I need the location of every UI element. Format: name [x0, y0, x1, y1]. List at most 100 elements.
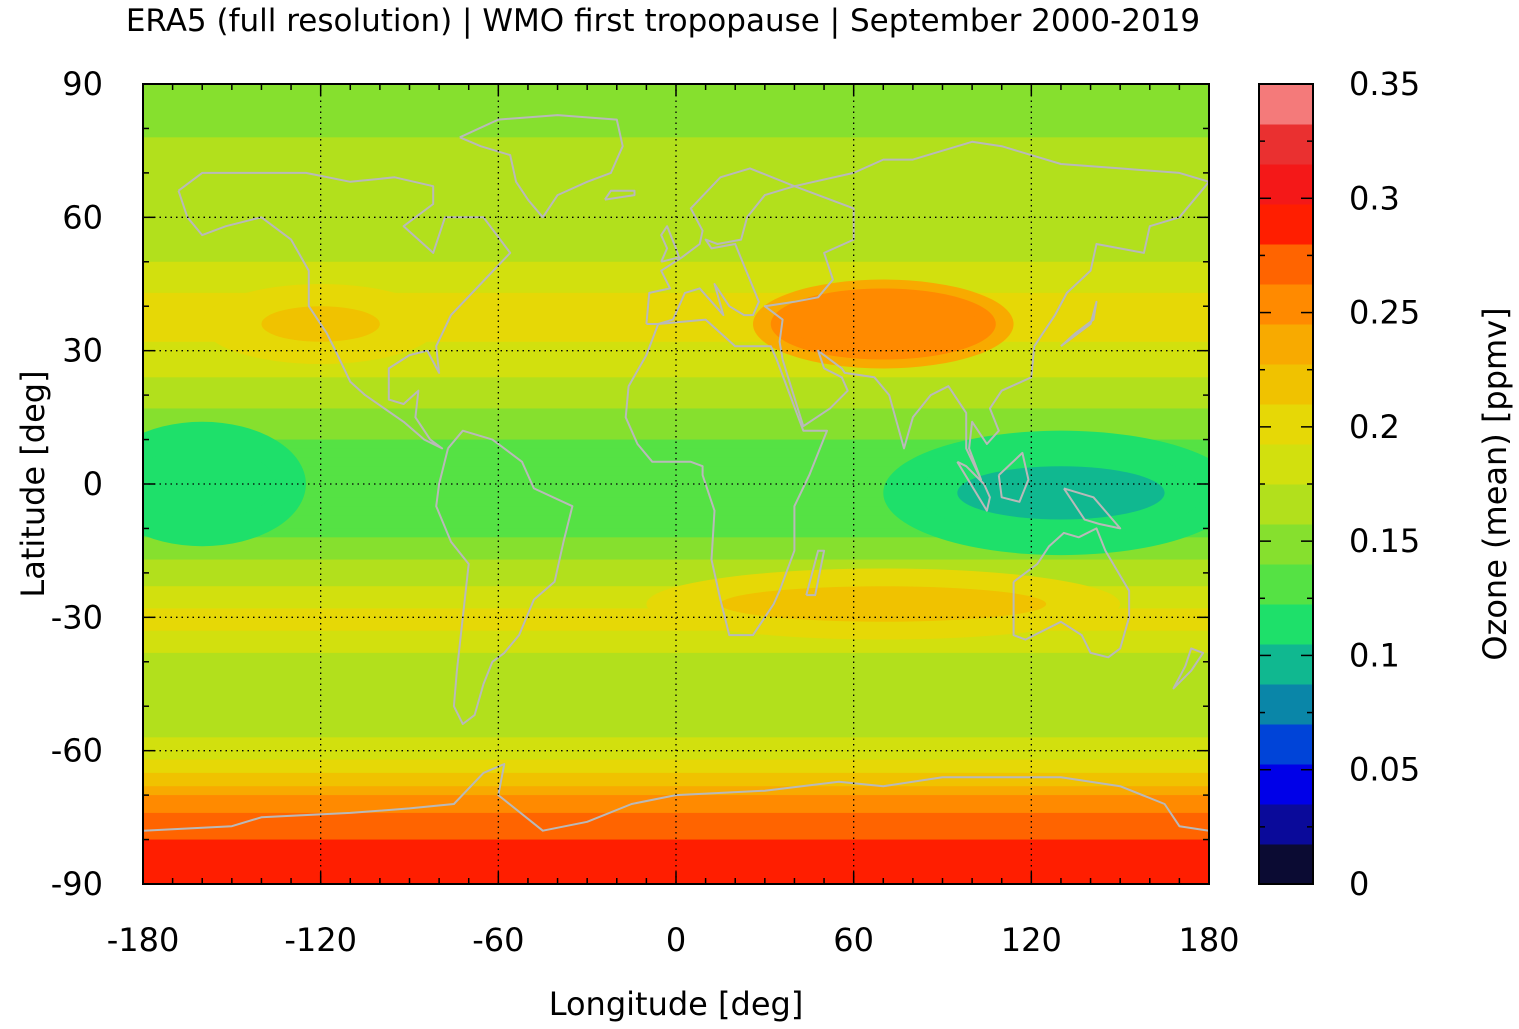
- colorbar-segment: [1259, 204, 1313, 245]
- lat-band: [143, 332, 1209, 338]
- coastline-path: [1063, 487, 1122, 530]
- lat-band: [143, 470, 1209, 476]
- feature-core: [957, 466, 1165, 520]
- y-tick-label: 60: [62, 198, 103, 236]
- coastline-path: [645, 167, 796, 325]
- x-tick-label: -120: [284, 921, 357, 959]
- lat-band: [143, 710, 1209, 716]
- lat-band: [143, 666, 1209, 672]
- lat-band: [143, 728, 1209, 734]
- y-axis-label: Latitude [deg]: [14, 370, 52, 597]
- lat-band: [143, 190, 1209, 196]
- x-axis-label: Longitude [deg]: [549, 985, 804, 1023]
- lat-band: [143, 204, 1209, 210]
- coastline-path: [604, 189, 636, 201]
- lat-band: [143, 172, 1209, 178]
- lat-band: [143, 448, 1209, 454]
- lat-band: [143, 168, 1209, 174]
- lat-band: [143, 657, 1209, 663]
- axis-ticks: [142, 83, 1210, 885]
- lat-band: [143, 341, 1209, 347]
- lat-band: [143, 155, 1209, 161]
- lat-band: [143, 288, 1209, 294]
- lat-band: [143, 435, 1209, 441]
- coastline-path: [435, 429, 574, 725]
- lat-band: [143, 399, 1209, 405]
- lat-band: [143, 844, 1209, 850]
- colorbar-segment: [1259, 404, 1313, 445]
- colorbar-tick-label: 0.15: [1349, 522, 1420, 560]
- y-tick-label: 90: [62, 65, 103, 103]
- lat-band: [143, 106, 1209, 112]
- lat-band: [143, 350, 1209, 356]
- lat-band: [143, 759, 1209, 765]
- coastlines: [143, 114, 1209, 832]
- lat-band: [143, 475, 1209, 481]
- lat-band: [143, 519, 1209, 525]
- colorbar-tick-label: 0: [1349, 865, 1369, 903]
- lat-band: [143, 119, 1209, 125]
- colorbar-segment: [1259, 364, 1313, 405]
- lat-band: [143, 817, 1209, 823]
- colorbar-tick-label: 0.35: [1349, 65, 1420, 103]
- lat-band: [143, 826, 1209, 832]
- lat-band: [143, 270, 1209, 276]
- chart-title: ERA5 (full resolution) | WMO first tropo…: [126, 3, 1200, 39]
- y-tick-label: 30: [62, 332, 103, 370]
- lat-band: [143, 541, 1209, 547]
- lat-band: [143, 515, 1209, 521]
- x-tick-label: 120: [1001, 921, 1062, 959]
- lat-band: [143, 221, 1209, 227]
- ozone-regional-features: [143, 279, 1209, 640]
- lat-band: [143, 537, 1209, 543]
- feature-core: [720, 586, 1047, 622]
- lat-band: [143, 839, 1209, 845]
- colorbar-segment: [1259, 764, 1313, 805]
- lat-band: [143, 177, 1209, 183]
- coastline-path: [177, 171, 512, 450]
- coastline-path: [956, 460, 991, 512]
- x-tick-label: 180: [1178, 921, 1239, 959]
- y-tick-label: -30: [51, 598, 103, 636]
- lat-band: [143, 564, 1209, 570]
- lat-band: [143, 444, 1209, 450]
- lat-band: [143, 235, 1209, 241]
- lat-band: [143, 146, 1209, 152]
- lat-band: [143, 421, 1209, 427]
- lat-band: [143, 581, 1209, 587]
- lat-band: [143, 381, 1209, 387]
- lat-band: [143, 199, 1209, 205]
- lat-band: [143, 497, 1209, 503]
- lat-band: [143, 128, 1209, 134]
- lat-band: [143, 701, 1209, 707]
- lat-band: [143, 257, 1209, 263]
- lat-band: [143, 97, 1209, 103]
- lat-band: [143, 141, 1209, 147]
- colorbar-segment: [1259, 804, 1313, 845]
- lat-band: [143, 772, 1209, 778]
- colorbar-tick-label: 0.1: [1349, 636, 1400, 674]
- lat-band: [143, 492, 1209, 498]
- coastline-path: [1012, 527, 1131, 659]
- y-tick-label: 0: [83, 465, 103, 503]
- lat-band: [143, 306, 1209, 312]
- plot-area: [142, 83, 1210, 885]
- lat-band: [143, 746, 1209, 752]
- lat-band: [143, 675, 1209, 681]
- lat-band: [143, 799, 1209, 805]
- colorbar-segment: [1259, 604, 1313, 645]
- lat-band: [143, 635, 1209, 641]
- lat-band: [143, 488, 1209, 494]
- lat-band: [143, 101, 1209, 107]
- lat-band: [143, 466, 1209, 472]
- lat-band: [143, 781, 1209, 787]
- lat-band: [143, 568, 1209, 574]
- coastline-path: [805, 549, 826, 597]
- colorbar-segment: [1259, 284, 1313, 325]
- lat-band: [143, 239, 1209, 245]
- colorbar-tick-label: 0.2: [1349, 408, 1400, 446]
- lat-band: [143, 377, 1209, 383]
- colorbar-segment: [1259, 484, 1313, 525]
- lat-band: [143, 195, 1209, 201]
